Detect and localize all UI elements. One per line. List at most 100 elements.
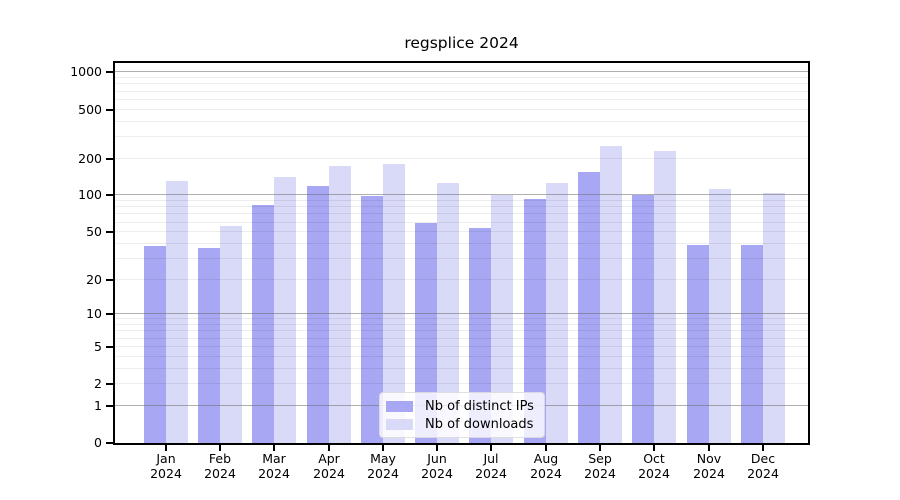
minor-gridline-7 (115, 330, 808, 331)
y-tick-20 (106, 279, 113, 281)
y-tick-label-1: 1 (94, 398, 102, 413)
minor-gridline-40 (115, 243, 808, 244)
x-tick-label-oct: Oct 2024 (622, 451, 686, 481)
month-label: Nov (696, 451, 722, 466)
minor-gridline-5 (115, 346, 808, 347)
minor-gridline-90 (115, 200, 808, 201)
bar-distinct-ips-jul (469, 228, 491, 443)
legend: Nb of distinct IPs Nb of downloads (379, 392, 545, 438)
major-gridline-1000 (115, 71, 808, 72)
legend-item-distinct-ips: Nb of distinct IPs (386, 397, 538, 415)
bar-distinct-ips-jan (144, 246, 166, 443)
bar-distinct-ips-apr (307, 186, 329, 443)
bar-downloads-feb (220, 226, 242, 443)
y-tick-10 (106, 313, 113, 315)
bar-downloads-nov (709, 189, 731, 443)
minor-gridline-200 (115, 158, 808, 159)
bar-distinct-ips-oct (632, 195, 654, 443)
legend-swatch-downloads (386, 418, 413, 430)
bar-downloads-sep (600, 146, 622, 443)
x-tick-label-jan: Jan 2024 (134, 451, 198, 481)
y-tick-1 (106, 405, 113, 407)
minor-gridline-700 (115, 91, 808, 92)
year-label: 2024 (638, 466, 670, 481)
y-tick-2 (106, 383, 113, 385)
legend-label-distinct-ips: Nb of distinct IPs (425, 398, 534, 414)
minor-gridline-500 (115, 109, 808, 110)
year-label: 2024 (367, 466, 399, 481)
bar-distinct-ips-aug (524, 199, 546, 443)
y-tick-label-2: 2 (94, 376, 102, 391)
legend-swatch-distinct-ips (386, 400, 413, 412)
bar-distinct-ips-sep (578, 172, 600, 443)
x-tick-may (382, 445, 384, 451)
x-tick-mar (273, 445, 275, 451)
x-tick-label-jul: Jul 2024 (459, 451, 523, 481)
bar-downloads-oct (654, 151, 676, 443)
minor-gridline-20 (115, 279, 808, 280)
month-label: Dec (750, 451, 776, 466)
month-label: May (370, 451, 396, 466)
y-tick-100 (106, 194, 113, 196)
bar-distinct-ips-may (361, 196, 383, 443)
x-tick-nov (708, 445, 710, 451)
x-tick-label-sep: Sep 2024 (568, 451, 632, 481)
bars-layer (115, 63, 808, 443)
minor-gridline-50 (115, 231, 808, 232)
year-label: 2024 (584, 466, 616, 481)
y-tick-label-1000: 1000 (70, 64, 102, 79)
gridlines-layer (115, 63, 808, 443)
minor-gridline-3 (115, 368, 808, 369)
x-tick-label-jun: Jun 2024 (405, 451, 469, 481)
year-label: 2024 (530, 466, 562, 481)
bar-downloads-may (383, 164, 405, 443)
x-tick-oct (653, 445, 655, 451)
year-label: 2024 (150, 466, 182, 481)
x-tick-label-dec: Dec 2024 (731, 451, 795, 481)
minor-gridline-8 (115, 324, 808, 325)
bar-downloads-jan (166, 181, 188, 443)
month-label: Jan (156, 451, 176, 466)
legend-label-downloads: Nb of downloads (425, 416, 534, 432)
minor-gridline-600 (115, 99, 808, 100)
minor-gridline-30 (115, 258, 808, 259)
year-label: 2024 (421, 466, 453, 481)
x-tick-jul (490, 445, 492, 451)
y-tick-label-500: 500 (78, 102, 102, 117)
x-tick-feb (219, 445, 221, 451)
month-label: Oct (643, 451, 665, 466)
x-tick-label-aug: Aug 2024 (514, 451, 578, 481)
x-tick-label-feb: Feb 2024 (188, 451, 252, 481)
year-label: 2024 (747, 466, 779, 481)
x-tick-label-mar: Mar 2024 (242, 451, 306, 481)
month-label: Jul (483, 451, 499, 466)
y-tick-1000 (106, 71, 113, 73)
chart-title: regsplice 2024 (404, 34, 519, 52)
month-label: Aug (533, 451, 559, 466)
x-tick-dec (762, 445, 764, 451)
y-tick-5 (106, 346, 113, 348)
month-label: Feb (208, 451, 232, 466)
year-label: 2024 (313, 466, 345, 481)
bar-distinct-ips-mar (252, 205, 274, 443)
minor-gridline-70 (115, 213, 808, 214)
year-label: 2024 (204, 466, 236, 481)
bar-downloads-mar (274, 177, 296, 443)
minor-gridline-300 (115, 136, 808, 137)
x-tick-apr (328, 445, 330, 451)
month-label: Jun (427, 451, 447, 466)
minor-gridline-2 (115, 383, 808, 384)
x-tick-label-nov: Nov 2024 (677, 451, 741, 481)
y-tick-label-200: 200 (78, 151, 102, 166)
minor-gridline-800 (115, 83, 808, 84)
minor-gridline-9 (115, 318, 808, 319)
minor-gridline-400 (115, 121, 808, 122)
x-tick-label-apr: Apr 2024 (297, 451, 361, 481)
minor-gridline-900 (115, 77, 808, 78)
bar-distinct-ips-dec (741, 245, 763, 443)
minor-gridline-6 (115, 338, 808, 339)
bar-distinct-ips-jun (415, 223, 437, 443)
y-tick-label-0: 0 (94, 435, 102, 450)
major-gridline-100 (115, 194, 808, 195)
